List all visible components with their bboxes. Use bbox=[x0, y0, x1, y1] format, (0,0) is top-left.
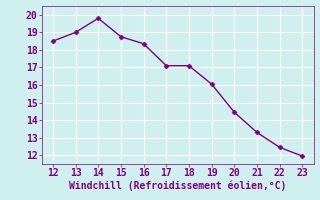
X-axis label: Windchill (Refroidissement éolien,°C): Windchill (Refroidissement éolien,°C) bbox=[69, 181, 286, 191]
